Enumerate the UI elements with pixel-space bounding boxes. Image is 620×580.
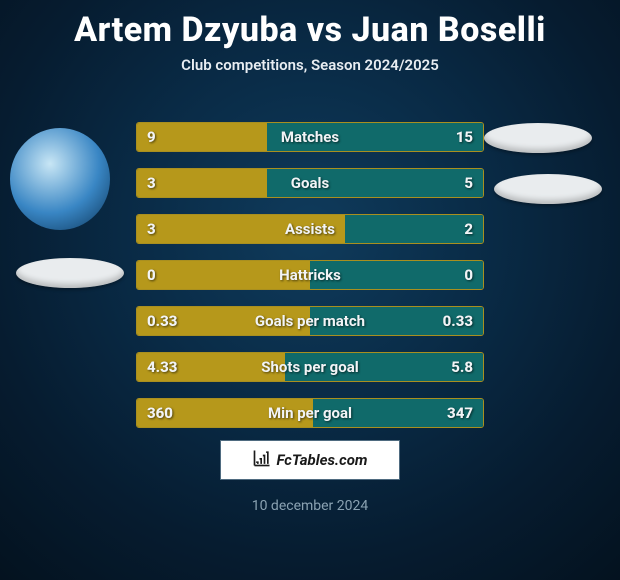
comparison-bars: Matches915 Goals35 Assists32 Hattricks00 Goa…: [136, 122, 484, 444]
stat-row: Goals per match0.330.33: [136, 306, 484, 336]
stat-row-bars: [137, 399, 483, 427]
podium-pill-right-1: [484, 123, 592, 153]
stat-row: Hattricks00: [136, 260, 484, 290]
player-avatar-left: [10, 128, 110, 230]
stat-bar-right: [267, 169, 483, 197]
stat-bar-right: [267, 123, 483, 151]
podium-pill-left: [16, 258, 124, 288]
stat-bar-left: [137, 169, 267, 197]
stat-bar-right: [313, 399, 483, 427]
stat-bar-left: [137, 215, 345, 243]
stat-bar-right: [285, 353, 483, 381]
stat-row: Min per goal360347: [136, 398, 484, 428]
subtitle: Club competitions, Season 2024/2025: [0, 56, 620, 74]
stat-bar-right: [345, 215, 483, 243]
infographic: Artem Dzyuba vs Juan Boselli Club compet…: [0, 0, 620, 580]
page-title: Artem Dzyuba vs Juan Boselli: [0, 0, 620, 50]
stat-bar-right: [310, 307, 483, 335]
stat-row-bars: [137, 261, 483, 289]
stat-row: Assists32: [136, 214, 484, 244]
stat-bar-left: [137, 353, 285, 381]
podium-pill-right-2: [494, 174, 602, 204]
stat-row-bars: [137, 169, 483, 197]
stat-bar-left: [137, 399, 313, 427]
stat-row-bars: [137, 123, 483, 151]
brand-badge: FcTables.com: [220, 440, 400, 480]
stat-row-bars: [137, 353, 483, 381]
stat-bar-left: [137, 261, 310, 289]
chart-icon: [252, 448, 272, 472]
stat-row-bars: [137, 307, 483, 335]
stat-bar-right: [310, 261, 483, 289]
stat-bar-left: [137, 123, 267, 151]
brand-text: FcTables.com: [276, 451, 367, 469]
stat-row: Goals35: [136, 168, 484, 198]
stat-row-bars: [137, 215, 483, 243]
date-caption: 10 december 2024: [0, 498, 620, 514]
stat-bar-left: [137, 307, 310, 335]
stat-row: Shots per goal4.335.8: [136, 352, 484, 382]
stat-row: Matches915: [136, 122, 484, 152]
